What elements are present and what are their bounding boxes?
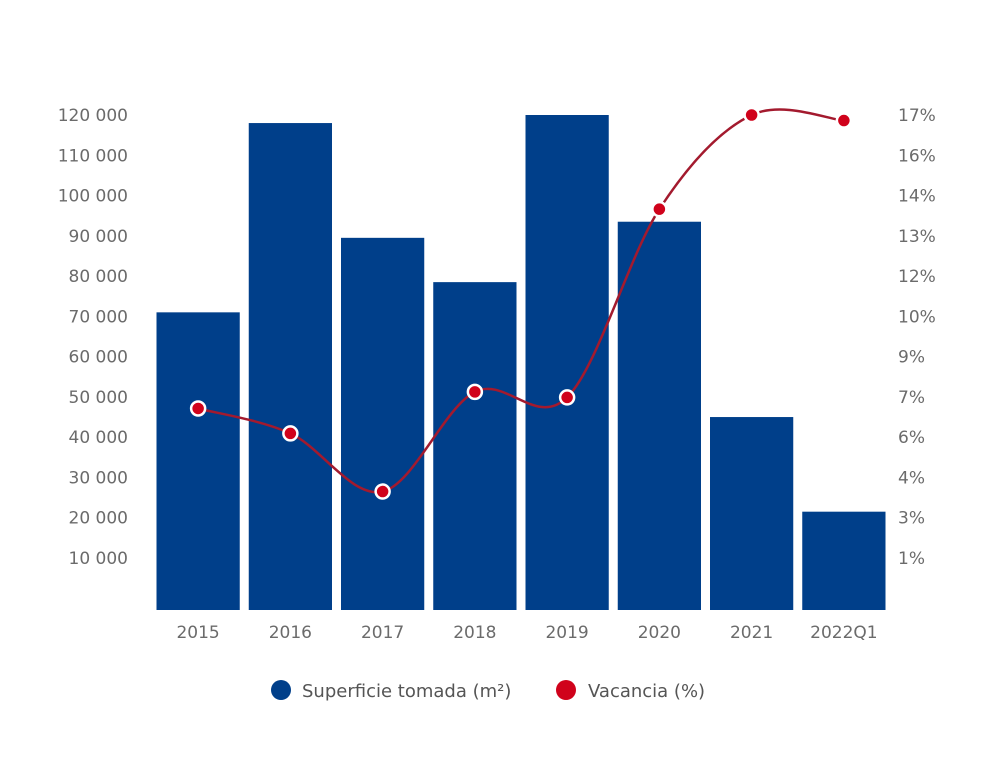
vacancia-point-2017[interactable] xyxy=(374,483,391,500)
left-tick-label: 120 000 xyxy=(58,106,128,126)
bar-2022Q1[interactable] xyxy=(802,511,886,610)
left-tick-label: 80 000 xyxy=(69,267,128,287)
left-tick-label: 10 000 xyxy=(69,549,128,569)
bar-2019[interactable] xyxy=(525,115,609,610)
vacancia-point-2021[interactable] xyxy=(743,106,760,124)
line-series xyxy=(189,106,853,500)
legend: Superficie tomada (m²) Vacancia (%) xyxy=(271,680,705,702)
left-tick-label: 60 000 xyxy=(69,348,128,368)
left-tick-label: 40 000 xyxy=(69,428,128,448)
right-tick-label: 14% xyxy=(898,187,936,207)
right-tick-label: 12% xyxy=(898,267,936,287)
vacancia-point-2022Q1[interactable] xyxy=(835,112,853,129)
bar-2017[interactable] xyxy=(341,237,425,610)
bar-2020[interactable] xyxy=(617,221,701,611)
bar-series xyxy=(156,115,886,611)
left-tick-label: 90 000 xyxy=(69,227,128,247)
left-tick-label: 100 000 xyxy=(58,187,128,207)
left-tick-label: 50 000 xyxy=(69,388,128,408)
x-tick-label: 2022Q1 xyxy=(810,623,877,643)
right-tick-label: 6% xyxy=(898,428,925,448)
right-tick-label: 3% xyxy=(898,509,925,529)
left-axis: 120 000 110 000 100 000 90 000 80 000 70 000 6… xyxy=(58,106,128,569)
vacancia-line xyxy=(197,108,845,494)
bar-2021[interactable] xyxy=(710,417,794,610)
x-tick-label: 2015 xyxy=(176,623,219,643)
vacancia-point-2016[interactable] xyxy=(282,425,299,442)
right-tick-label: 7% xyxy=(898,388,925,408)
right-axis: 17% 16% 14% 13% 12% 10% 9% 7% 6% 4% 3% 1% xyxy=(898,106,936,569)
x-tick-label: 2016 xyxy=(269,623,312,643)
legend-swatch-vacancia xyxy=(556,680,576,700)
left-tick-label: 20 000 xyxy=(69,509,128,529)
right-tick-label: 17% xyxy=(898,106,936,126)
legend-item-superficie[interactable]: Superficie tomada (m²) xyxy=(271,680,511,702)
right-tick-label: 4% xyxy=(898,468,925,488)
right-tick-label: 16% xyxy=(898,146,936,166)
vacancia-point-2019[interactable] xyxy=(558,389,576,406)
bar-2015[interactable] xyxy=(156,312,240,610)
x-axis: 2015 2016 2017 2018 2019 2020 2021 2022Q1 xyxy=(176,623,877,643)
vacancia-point-2018[interactable] xyxy=(466,383,484,401)
right-tick-label: 13% xyxy=(898,227,936,247)
legend-swatch-superficie xyxy=(271,680,291,700)
legend-label-vacancia: Vacancia (%) xyxy=(588,681,705,702)
vacancia-point-2020[interactable] xyxy=(651,200,668,218)
right-tick-label: 1% xyxy=(898,549,925,569)
left-tick-label: 30 000 xyxy=(69,468,128,488)
x-tick-label: 2018 xyxy=(453,623,496,643)
right-tick-label: 9% xyxy=(898,348,925,368)
legend-item-vacancia[interactable]: Vacancia (%) xyxy=(556,680,705,702)
right-tick-label: 10% xyxy=(898,307,936,327)
x-tick-label: 2020 xyxy=(638,623,681,643)
left-tick-label: 70 000 xyxy=(69,307,128,327)
legend-label-superficie: Superficie tomada (m²) xyxy=(302,681,511,702)
x-tick-label: 2019 xyxy=(545,623,588,643)
x-tick-label: 2021 xyxy=(730,623,773,643)
bar-2016[interactable] xyxy=(248,123,332,611)
x-tick-label: 2017 xyxy=(361,623,404,643)
left-tick-label: 110 000 xyxy=(58,146,128,166)
bar-2018[interactable] xyxy=(433,282,517,610)
vacancia-point-2015[interactable] xyxy=(189,400,207,417)
